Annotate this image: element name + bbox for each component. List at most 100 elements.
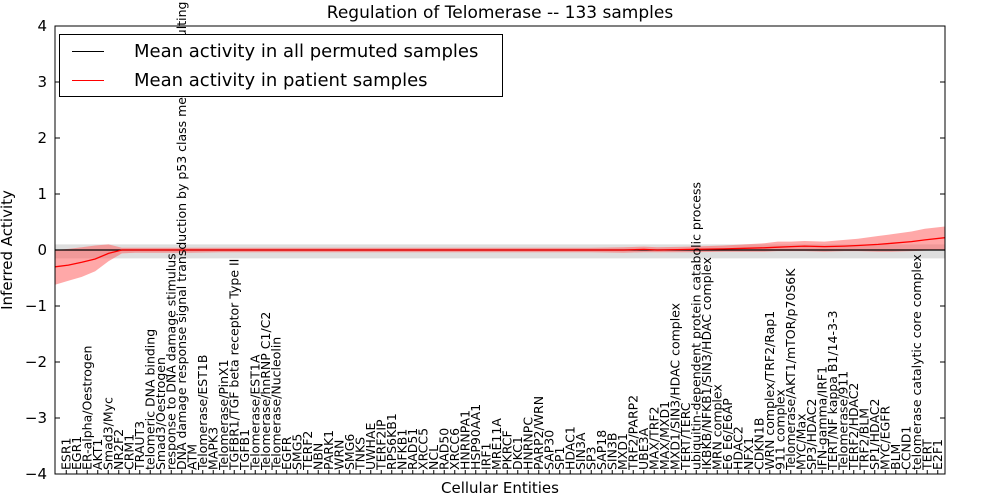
- x-tick-label: Smad3/Myc: [100, 397, 115, 470]
- plot-area: −4−3−2−101234ESR1EGR1ER-alpha/OestrogenA…: [25, 0, 946, 483]
- x-tick-label: ubiquitin-dependent protein catabolic pr…: [688, 182, 703, 470]
- x-axis-label: Cellular Entities: [441, 479, 559, 497]
- patient-mean-line: [55, 237, 945, 268]
- x-tick-label: SP1: [552, 447, 567, 470]
- x-tick-label: UWHAE: [363, 423, 378, 470]
- x-tick-label: MRE11A: [489, 418, 504, 470]
- y-tick-label: −2: [25, 353, 47, 371]
- x-tick-label: EGR1: [69, 436, 84, 470]
- x-tick-label: WRN complex/TRF2/Rap1: [762, 311, 777, 470]
- x-tick-label: E6 E6/E6AP: [720, 398, 735, 470]
- x-tick-label: ESR1: [58, 438, 73, 470]
- x-tick-label: TRAUT3: [132, 421, 147, 471]
- y-tick-label: 2: [37, 129, 47, 147]
- y-tick-label: −4: [25, 465, 47, 483]
- x-tick-label: 911 complex: [772, 389, 787, 470]
- x-tick-label: UBE3A: [636, 427, 651, 470]
- x-tick-label: RAD51: [405, 428, 420, 470]
- x-tick-label: TGFB1: [237, 429, 252, 471]
- legend-line-red: [72, 79, 104, 81]
- x-tick-label: SAP18: [594, 430, 609, 470]
- x-tick-label: CDKN1B: [751, 418, 766, 470]
- x-tick-label: TGFBR1/TGF beta receptor Type II: [226, 259, 241, 471]
- legend: Mean activity in all permuted samples Me…: [59, 34, 503, 97]
- x-tick-label: MRN complex: [709, 384, 724, 470]
- x-tick-label: response to DNA damage stimulus: [163, 253, 178, 470]
- legend-item-permuted: Mean activity in all permuted samples: [60, 39, 478, 63]
- x-tick-label: TNKS: [352, 437, 367, 471]
- x-tick-label: Telomerase/Nucleolin: [268, 337, 283, 471]
- x-tick-label: HDAC1: [562, 426, 577, 470]
- x-tick-label: XRCC6: [447, 428, 462, 470]
- x-tick-label: EGFR: [279, 436, 294, 470]
- x-tick-label: SMG5: [289, 434, 304, 470]
- x-tick-label: TERF2/HDAC2: [846, 383, 861, 471]
- x-tick-label: NR2F2: [111, 429, 126, 470]
- x-tick-label: DKC1: [510, 436, 525, 470]
- x-tick-label: NCL: [426, 445, 441, 470]
- x-tick-label: AKT1: [90, 439, 105, 470]
- x-tick-label: Telomerase/911: [835, 371, 850, 471]
- x-tick-label: MYC/EGFR: [877, 406, 892, 470]
- y-tick-label: −3: [25, 409, 47, 427]
- x-tick-label: TERT: [919, 439, 934, 471]
- x-tick-label: Telomerase/AKT1/mTOR/p70S6K: [783, 268, 798, 471]
- x-tick-label: Telomerase/hnRNP C1/C2: [258, 312, 273, 471]
- x-tick-label: ER-alpha/Oestrogen: [79, 346, 94, 470]
- x-tick-label: CCND1: [898, 426, 913, 470]
- x-tick-label: PARP2/WRN: [531, 396, 546, 470]
- legend-item-patient: Mean activity in patient samples: [60, 68, 428, 92]
- x-tick-label: SP1/HDAC2: [867, 399, 882, 470]
- x-tick-label: HNRNPC: [520, 417, 535, 470]
- x-tick-label: HNRNPA1: [457, 410, 472, 470]
- x-tick-label: HSP90AA1: [468, 404, 483, 470]
- x-tick-label: telomeric DNA binding: [142, 329, 157, 470]
- y-tick-label: 3: [37, 73, 47, 91]
- x-tick-label: TRF2/PARP2: [625, 395, 640, 471]
- x-tick-label: DNA damage response signal transduction …: [174, 0, 189, 470]
- x-tick-label: Telomerase/EST1A: [247, 354, 262, 471]
- x-tick-label: TERF2: [300, 431, 315, 471]
- x-tick-label: PARK1: [321, 430, 336, 470]
- x-tick-label: CRM1: [121, 434, 136, 470]
- x-tick-label: PKRCF: [499, 430, 514, 470]
- x-tick-label: NBN: [310, 443, 325, 470]
- x-tick-label: Telomerase/EST1B: [195, 355, 210, 471]
- x-tick-label: MAPK3: [205, 427, 220, 470]
- x-tick-label: SP3: [583, 447, 598, 470]
- legend-label-permuted: Mean activity in all permuted samples: [134, 40, 479, 62]
- x-tick-label: HDAC2: [730, 426, 745, 470]
- x-tick-label: SIN3B: [604, 433, 619, 471]
- x-tick-label: BLM: [888, 444, 903, 470]
- x-tick-label: RAD50: [436, 428, 451, 470]
- x-tick-label: Smad3/Oestrogen: [153, 357, 168, 470]
- legend-line-black: [72, 50, 104, 52]
- y-tick-label: 4: [37, 17, 47, 35]
- x-tick-label: SIN3A: [573, 432, 588, 470]
- x-tick-label: SP3/HDAC2: [804, 399, 819, 470]
- x-tick-label: WRN: [331, 440, 346, 470]
- x-tick-label: TERT/NF kappa B1/14-3-3: [825, 311, 840, 471]
- x-tick-label: E2F1: [930, 439, 945, 470]
- x-tick-label: SAP30: [541, 430, 556, 470]
- x-tick-label: MXD1/SIN3/HDAC complex: [667, 303, 682, 470]
- x-tick-label: MAX/MXD1: [657, 401, 672, 470]
- x-tick-label: NFX1: [741, 437, 756, 470]
- x-tick-label: XRCC5: [415, 428, 430, 470]
- x-tick-label: ATM: [184, 444, 199, 470]
- x-tick-label: TERT/TERC: [678, 402, 693, 471]
- chart-title: Regulation of Telomerase -- 133 samples: [327, 3, 674, 23]
- x-tick-label: Telomerase/PinX1: [216, 359, 231, 471]
- x-tick-label: IRF1: [478, 442, 493, 470]
- x-tick-label: TERF2IP: [373, 419, 388, 471]
- y-tick-label: 1: [37, 185, 47, 203]
- x-tick-label: RPS6KB1: [384, 413, 399, 470]
- x-tick-label: telomerase catalytic core complex: [909, 254, 924, 470]
- x-tick-label: TRF2/BLM: [856, 408, 871, 471]
- x-tick-label: IKBKB/NFKB1/SIN3/HDAC complex: [699, 257, 714, 470]
- x-tick-label: IFN-gamma/IRF1: [814, 366, 829, 470]
- legend-label-patient: Mean activity in patient samples: [134, 69, 428, 91]
- x-tick-label: MXD1: [615, 433, 630, 470]
- x-tick-label: MYC/Max: [793, 413, 808, 470]
